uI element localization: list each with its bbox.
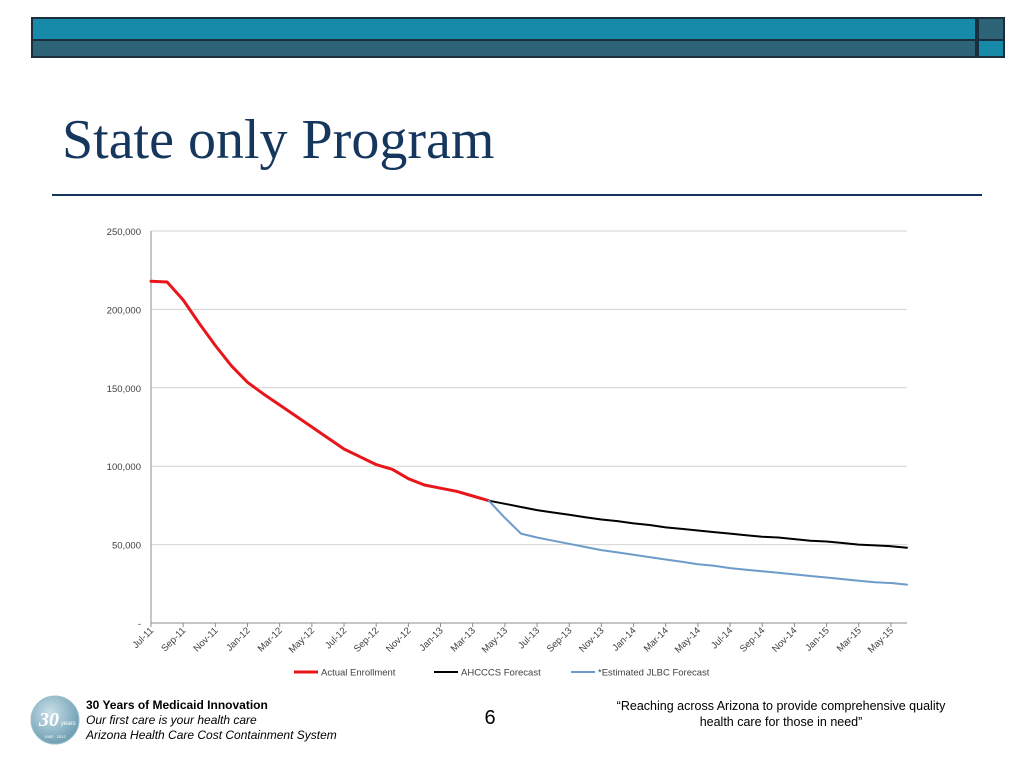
title-divider: [52, 194, 982, 196]
footer-quote-line2: health care for those in need”: [699, 715, 863, 729]
logo-years: 1982 · 2012: [44, 734, 66, 739]
x-tick-label: Jul-12: [323, 625, 349, 651]
footer-org-line1: 30 Years of Medicaid Innovation: [86, 698, 268, 712]
x-tick-label: Jan-15: [803, 625, 831, 653]
x-tick-label: Jan-13: [417, 625, 445, 653]
x-tick-label: Mar-14: [642, 625, 671, 654]
y-tick-label: 200,000: [107, 305, 141, 316]
x-tick-label: Nov-12: [384, 625, 413, 654]
x-tick-label: Jan-12: [224, 625, 252, 653]
series-line: [487, 499, 908, 549]
page-number: 6: [484, 707, 496, 729]
logo-subtext: years: [60, 721, 76, 727]
x-tick-label: Mar-15: [835, 625, 864, 654]
header-band-bottom: [31, 41, 977, 58]
header-square-bottom: [977, 41, 1005, 58]
y-tick-label: 150,000: [107, 384, 141, 395]
x-tick-label: May-13: [480, 625, 510, 655]
footer-left: 30 Years of Medicaid Innovation Our firs…: [86, 698, 337, 743]
x-axis: Jul-11 Sep-11 Nov-11 Jan-12 Mar-12 May-12 Jul-…: [131, 622, 907, 656]
x-tick-label: Jan-14: [610, 625, 638, 653]
x-tick-label: Mar-12: [256, 625, 285, 654]
series-line: [149, 279, 491, 503]
footer-quote: “Reaching across Arizona to provide comp…: [582, 698, 980, 730]
footer-org-line2: Our first care is your health care: [86, 713, 257, 727]
footer-org-line3: Arizona Health Care Cost Containment Sys…: [86, 728, 337, 742]
x-tick-label: Jul-13: [516, 625, 542, 651]
header-square-top: [977, 17, 1005, 41]
x-tick-label: May-12: [287, 625, 317, 655]
y-tick-label: 250,000: [107, 227, 141, 238]
x-tick-label: Nov-11: [192, 625, 221, 654]
x-tick-label: Jul-11: [131, 625, 157, 651]
header-band-top: [31, 17, 977, 41]
x-tick-label: Sep-13: [545, 625, 574, 654]
x-tick-label: Sep-12: [352, 625, 381, 654]
30-years-logo: 30 years 1982 · 2012: [30, 695, 80, 745]
enrollment-line-chart: - 50,000 100,000 150,000 200,000 250,000 Jul-…: [107, 227, 908, 679]
x-tick-label: Mar-13: [449, 625, 478, 654]
footer-quote-line1: “Reaching across Arizona to provide comp…: [616, 699, 946, 713]
legend-label: AHCCCS Forecast: [461, 668, 541, 679]
x-tick-label: Nov-13: [577, 625, 606, 654]
x-tick-label: May-14: [673, 625, 703, 655]
x-tick-label: Nov-14: [770, 625, 799, 654]
y-tick-label: -: [138, 619, 141, 630]
x-tick-label: Sep-14: [738, 625, 767, 654]
y-axis: - 50,000 100,000 150,000 200,000 250,000: [107, 227, 152, 630]
legend-label: *Estimated JLBC Forecast: [598, 668, 710, 679]
x-tick-label: Jul-14: [709, 625, 735, 651]
chart-legend: Actual Enrollment AHCCCS Forecast *Estimat…: [294, 668, 710, 679]
logo-number: 30: [38, 709, 59, 731]
chart-gridlines: [151, 230, 907, 546]
legend-label: Actual Enrollment: [321, 668, 396, 679]
slide-title: State only Program: [62, 109, 495, 171]
series-line: [487, 499, 908, 586]
x-tick-label: Sep-11: [159, 625, 188, 654]
y-tick-label: 100,000: [107, 462, 141, 473]
chart-series: [149, 279, 908, 586]
x-tick-label: May-15: [866, 625, 896, 655]
y-tick-label: 50,000: [112, 541, 141, 552]
